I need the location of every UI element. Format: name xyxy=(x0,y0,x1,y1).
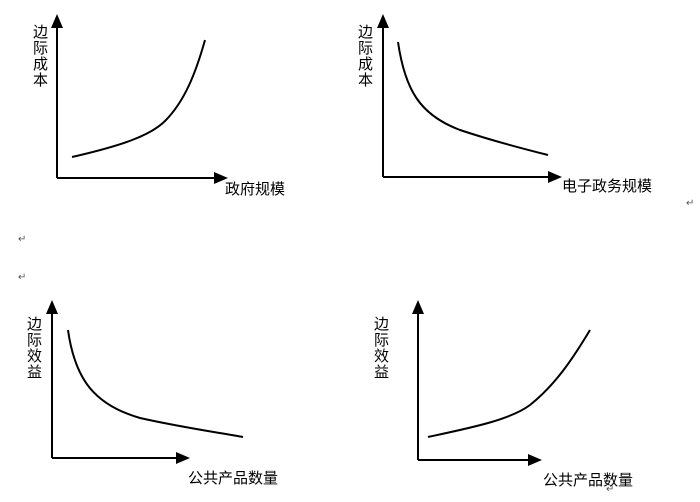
curve xyxy=(397,41,549,156)
arrow xyxy=(214,172,228,184)
arrow xyxy=(51,14,63,28)
paragraph-mark: ↵ xyxy=(606,484,615,495)
y-axis-label: 边际效益 xyxy=(372,316,390,380)
x-axis-label: 公共产品数量 xyxy=(543,471,634,489)
curve xyxy=(427,329,591,438)
arrow xyxy=(548,171,562,183)
x-axis-label: 电子政务规模 xyxy=(562,177,653,195)
y-axis-label: 边际成本 xyxy=(31,24,49,88)
paragraph-mark: ↵ xyxy=(686,198,695,209)
paragraph-mark: ↵ xyxy=(18,234,27,245)
arrow xyxy=(412,300,424,314)
arrow xyxy=(377,14,389,28)
y-axis-label: 边际效益 xyxy=(25,316,43,380)
arrow xyxy=(528,454,542,466)
x-axis-label: 政府规模 xyxy=(225,180,286,198)
curve xyxy=(67,329,244,438)
y-axis-label: 边际成本 xyxy=(356,24,374,88)
paragraph-mark: ↵ xyxy=(18,272,27,283)
curve xyxy=(71,39,206,158)
arrow xyxy=(176,452,190,464)
arrow xyxy=(46,300,58,314)
x-axis-label: 公共产品数量 xyxy=(188,469,279,487)
